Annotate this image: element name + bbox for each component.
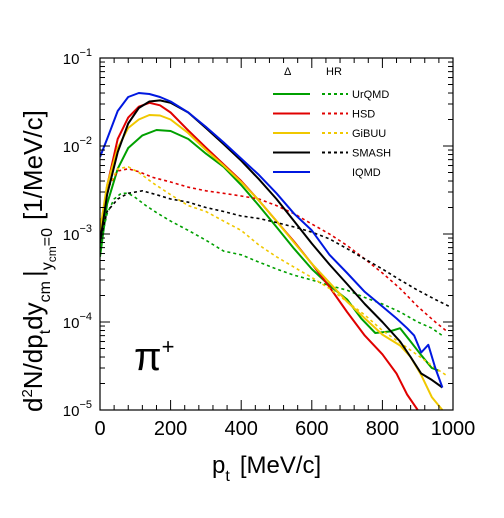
plot-area xyxy=(100,92,450,410)
x-tick-label: 600 xyxy=(295,418,328,440)
y-tick-label: 10−3 xyxy=(63,223,92,244)
series-hsd-hr xyxy=(100,168,447,332)
x-axis-label: pt [MeV/c] xyxy=(212,452,321,485)
x-tick-label: 0 xyxy=(94,418,105,440)
y-tick-label: 10−2 xyxy=(63,135,92,156)
legend-label: IQMD xyxy=(352,167,381,179)
legend: Δ HR UrQMD HSD GiBUU SMASH IQMD xyxy=(273,66,391,179)
legend-entry-iqmd: IQMD xyxy=(273,167,381,179)
legend-label: UrQMD xyxy=(352,89,389,101)
legend-header-delta: Δ xyxy=(284,66,292,78)
y-tick-label: 10−4 xyxy=(63,311,92,332)
x-tick-label: 400 xyxy=(225,418,258,440)
x-tick-label: 1000 xyxy=(431,418,476,440)
y-axis-label: d2N/dptdycm|ycm=0[1/MeV/c] xyxy=(18,110,59,412)
series-gibuu-delta xyxy=(100,114,444,410)
series-urqmd-hr xyxy=(100,192,443,337)
legend-label: HSD xyxy=(352,109,375,121)
x-tick-label: 200 xyxy=(154,418,187,440)
series-smash-delta xyxy=(100,99,443,389)
legend-header-hr: HR xyxy=(326,66,342,78)
axes: 0 200 400 600 800 1000 10−1 10−2 10−3 10−4 10−5 xyxy=(63,47,475,440)
legend-entry-hsd: HSD xyxy=(273,109,375,121)
y-tick-label: 10−5 xyxy=(63,399,92,420)
legend-entry-urqmd: UrQMD xyxy=(273,89,389,101)
particle-label: π+ xyxy=(134,334,174,379)
legend-label: SMASH xyxy=(352,148,391,160)
series-gibuu-hr xyxy=(100,166,447,376)
legend-label: GiBUU xyxy=(352,128,386,140)
series-smash-hr xyxy=(100,190,450,308)
legend-entry-smash: SMASH xyxy=(273,148,391,160)
series-iqmd-delta xyxy=(100,92,444,388)
y-tick-label: 10−1 xyxy=(63,47,92,68)
legend-entries: UrQMD HSD GiBUU SMASH IQMD xyxy=(273,89,391,179)
legend-entry-gibuu: GiBUU xyxy=(273,128,386,140)
x-tick-label: 800 xyxy=(366,418,399,440)
series-urqmd-delta xyxy=(100,129,440,372)
